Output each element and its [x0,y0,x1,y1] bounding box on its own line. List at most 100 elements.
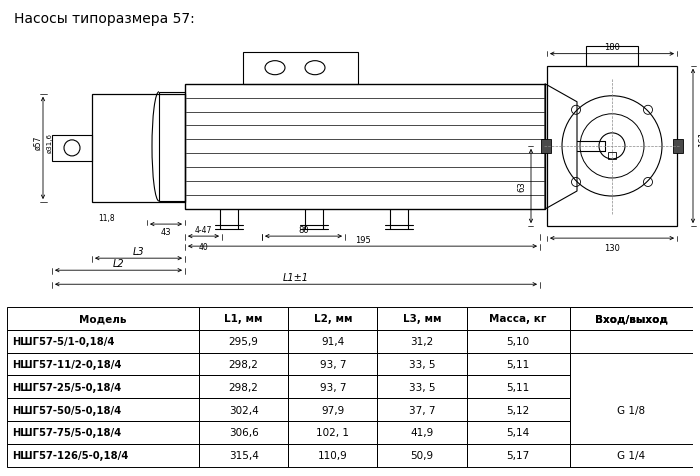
Bar [570,444,693,467]
Bar [467,398,570,421]
Bar [199,307,288,330]
Text: 33, 5: 33, 5 [409,359,435,369]
Bar [570,353,693,467]
Text: НШГ57-75/5-0,18/4: НШГ57-75/5-0,18/4 [13,427,122,437]
Text: 130: 130 [604,244,620,253]
Text: 93, 7: 93, 7 [320,359,346,369]
Bar [7,353,199,376]
Text: НШГ57-11/2-0,18/4: НШГ57-11/2-0,18/4 [13,359,122,369]
Text: L1, мм: L1, мм [225,314,263,324]
Text: НШГ57-50/5-0,18/4: НШГ57-50/5-0,18/4 [13,405,122,415]
Bar [7,444,199,467]
Text: Вход/выход: Вход/выход [595,314,668,324]
Text: 93, 7: 93, 7 [320,382,346,392]
Text: L3: L3 [133,247,144,257]
Text: 298,2: 298,2 [229,382,258,392]
Bar [288,353,377,376]
Text: 180: 180 [604,42,620,51]
Bar [288,421,377,444]
Bar [570,307,693,330]
Text: НШГ57-5/1-0,18/4: НШГ57-5/1-0,18/4 [13,337,115,347]
Bar [541,139,551,154]
Text: 102, 1: 102, 1 [316,427,349,437]
Bar [7,376,199,398]
Text: 195: 195 [355,236,370,245]
Bar [547,67,677,227]
Text: L3, мм: L3, мм [402,314,441,324]
Bar [467,444,570,467]
Bar [243,52,358,85]
Text: 298,2: 298,2 [229,359,258,369]
Text: 295,9: 295,9 [229,337,258,347]
Text: ø31,6: ø31,6 [47,133,53,152]
Text: 37, 7: 37, 7 [409,405,435,415]
Text: 315,4: 315,4 [229,450,258,460]
Bar [377,330,467,353]
Text: Насосы типоразмера 57:: Насосы типоразмера 57: [14,12,195,26]
Text: Модель: Модель [79,314,127,324]
Bar [377,376,467,398]
Bar [586,47,638,67]
Bar [288,330,377,353]
Text: 97,9: 97,9 [321,405,344,415]
Bar [199,330,288,353]
Text: 63: 63 [517,181,526,192]
Bar [199,376,288,398]
Text: ø57: ø57 [34,135,43,150]
Bar [467,421,570,444]
Text: L2: L2 [113,258,125,268]
Text: 33, 5: 33, 5 [409,382,435,392]
Bar [570,307,693,330]
Text: 5,11: 5,11 [506,382,530,392]
Bar [7,330,199,353]
Text: 5,11: 5,11 [506,359,530,369]
Bar [467,307,570,330]
Bar [467,376,570,398]
Bar [288,376,377,398]
Bar [467,330,570,353]
Bar [7,421,199,444]
Text: 161: 161 [698,130,700,147]
Bar [52,136,92,161]
Text: 306,6: 306,6 [229,427,258,437]
Bar [159,92,185,202]
Bar [199,353,288,376]
Text: 31,2: 31,2 [410,337,434,347]
Text: 5,10: 5,10 [507,337,530,347]
Text: 4-47: 4-47 [195,226,212,235]
Text: 43: 43 [161,228,172,237]
Bar [199,421,288,444]
Text: Вход/выход: Вход/выход [595,314,668,324]
Bar [377,444,467,467]
Bar [288,307,377,330]
Text: L2, мм: L2, мм [314,314,352,324]
Text: L1±1: L1±1 [283,273,309,283]
Text: 5,17: 5,17 [506,450,530,460]
Text: 91,4: 91,4 [321,337,344,347]
Bar [377,421,467,444]
Text: 302,4: 302,4 [229,405,258,415]
Bar [467,353,570,376]
Text: Масса, кг: Масса, кг [489,314,547,324]
Text: 80: 80 [298,226,309,235]
Text: G 1/8: G 1/8 [617,405,645,415]
Text: 40: 40 [199,243,209,252]
Bar [7,398,199,421]
Text: НШГ57-25/5-0,18/4: НШГ57-25/5-0,18/4 [13,382,122,392]
Text: 110,9: 110,9 [318,450,348,460]
Bar [92,95,185,203]
Bar [608,153,616,159]
Bar [199,444,288,467]
Bar [288,398,377,421]
Bar [377,398,467,421]
Text: НШГ57-126/5-0,18/4: НШГ57-126/5-0,18/4 [13,450,129,460]
Text: 5,12: 5,12 [506,405,530,415]
Bar [199,398,288,421]
Text: 5,14: 5,14 [506,427,530,437]
Text: 50,9: 50,9 [410,450,433,460]
Text: 11,8: 11,8 [99,214,116,223]
Bar [288,444,377,467]
Bar [377,353,467,376]
Text: 41,9: 41,9 [410,427,434,437]
Bar [185,85,545,209]
